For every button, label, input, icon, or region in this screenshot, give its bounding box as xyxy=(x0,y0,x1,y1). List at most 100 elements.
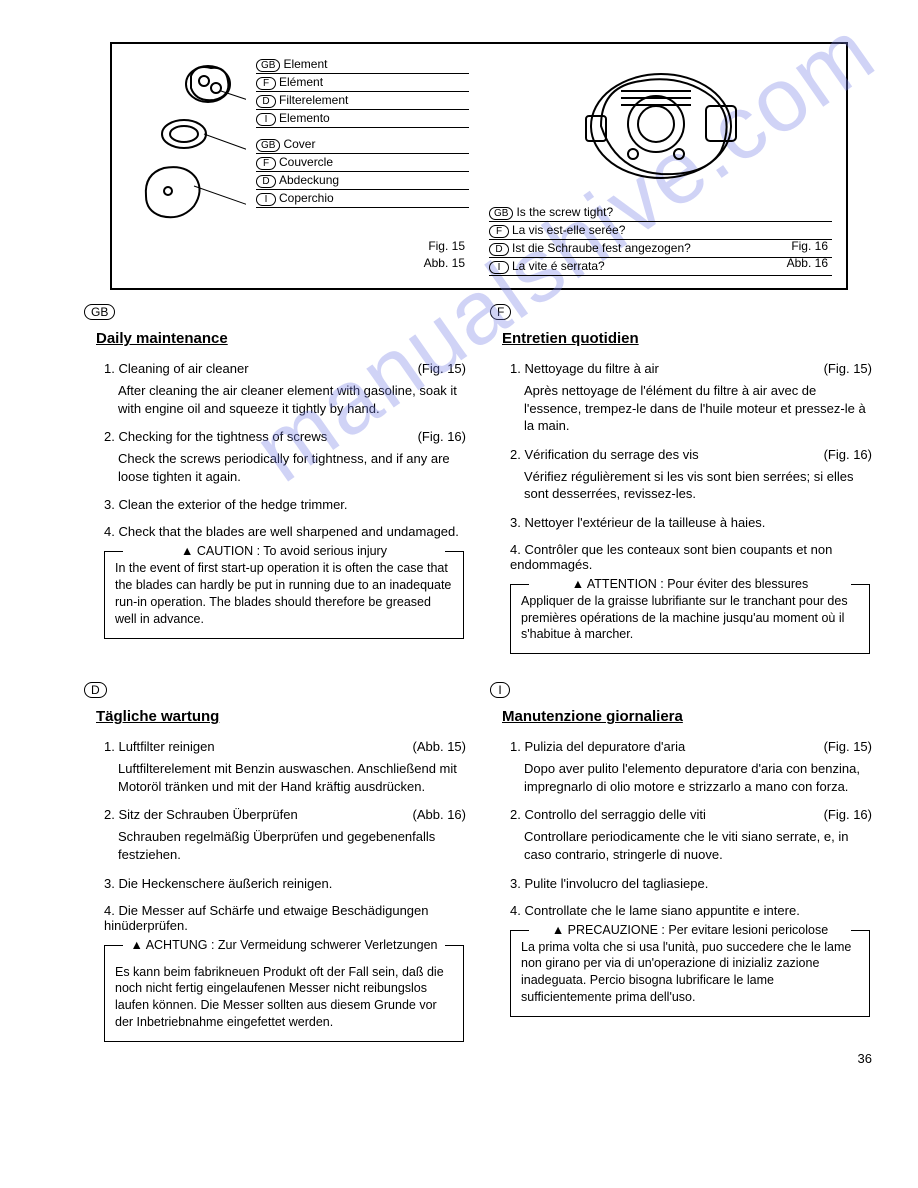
warning-icon: ▲ xyxy=(181,543,193,560)
f-title: Entretien quotidien xyxy=(502,330,866,347)
caution-body: La prima volta che si usa l'unità, puo s… xyxy=(521,940,851,1005)
label-text: Ist die Schraube fest angezogen? xyxy=(512,241,691,255)
gb-list: 1. Cleaning of air cleaner (Fig. 15) After… xyxy=(90,361,466,539)
fig-ref-line: Abb. 16 xyxy=(787,256,828,270)
item-ref: (Fig. 15) xyxy=(824,739,872,754)
list-item: 2. Vérification du serrage des vis(Fig. … xyxy=(510,447,872,503)
f-badge: F xyxy=(490,304,872,320)
label-row: GBCover xyxy=(256,136,469,154)
item-desc: Vérifiez régulièrement si les vis sont b… xyxy=(510,468,872,503)
label-row: IElemento xyxy=(256,110,469,128)
label-text: La vite é serrata? xyxy=(512,259,605,273)
warning-icon: ▲ xyxy=(131,937,143,954)
i-column: I Manutenzione giornaliera 1. Pulizia de… xyxy=(496,682,878,1060)
item-ref: (Abb. 15) xyxy=(413,739,466,754)
label-row: DIst die Schraube fest angezogen? xyxy=(489,240,832,258)
item-ref: (Fig. 15) xyxy=(418,361,466,376)
fig-ref-line: Abb. 15 xyxy=(424,256,465,270)
list-item: 2. Checking for the tightness of screws(… xyxy=(104,429,466,485)
caution-body: Es kann beim fabrikneuen Produkt oft der… xyxy=(115,965,444,1030)
item-desc: Luftfilterelement mit Benzin auswaschen.… xyxy=(104,760,466,795)
gb-badge: GB xyxy=(84,304,466,320)
label-row: FElément xyxy=(256,74,469,92)
label-text: La vis est-elle serée? xyxy=(512,223,625,237)
lang-oval-d: D xyxy=(489,243,509,256)
gb-title: Daily maintenance xyxy=(96,330,460,347)
label-text: Elemento xyxy=(279,111,330,125)
item-head: 1. Pulizia del depuratore d'aria xyxy=(510,739,816,754)
lang-oval-f: F xyxy=(256,157,276,170)
list-item: 3. Nettoyer l'extérieur de la tailleuse … xyxy=(510,515,872,530)
label-text: Couvercle xyxy=(279,155,333,169)
item-head: 2. Checking for the tightness of screws xyxy=(104,429,410,444)
i-caution: ▲ PRECAUZIONE : Per evitare lesioni peri… xyxy=(510,930,870,1018)
engine-illustration xyxy=(561,56,761,196)
figure-box: GBElement FElément DFilterelement IEleme… xyxy=(110,42,848,290)
list-item: 1. Pulizia del depuratore d'aria (Fig. 15… xyxy=(510,739,872,795)
lang-oval-gb: GB xyxy=(256,139,280,152)
lang-oval-i: I xyxy=(489,261,509,274)
label-text: Element xyxy=(283,57,327,71)
page-number: 36 xyxy=(858,1051,872,1066)
screw-question-labels: GBIs the screw tight? FLa vis est-elle s… xyxy=(489,204,832,276)
label-row: DFilterelement xyxy=(256,92,469,110)
lang-oval-i: I xyxy=(256,113,276,126)
item-head: 4. Controllate che le lame siano appunti… xyxy=(510,903,872,918)
label-row: DAbdeckung xyxy=(256,172,469,190)
fig-ref-line: Fig. 16 xyxy=(791,239,828,253)
item-ref: (Fig. 15) xyxy=(824,361,872,376)
lang-oval-f: F xyxy=(256,77,276,90)
caution-title: ▲ ATTENTION : Pour éviter des blessures xyxy=(529,576,851,593)
item-ref: (Fig. 16) xyxy=(824,447,872,462)
item-ref: (Abb. 16) xyxy=(413,807,466,822)
lang-oval-gb: GB xyxy=(256,59,280,72)
list-item: 1. Cleaning of air cleaner (Fig. 15) After… xyxy=(104,361,466,417)
warning-icon: ▲ xyxy=(572,576,584,593)
caution-body: Appliquer de la graisse lubrifiante sur … xyxy=(521,594,848,642)
list-item: 1. Nettoyage du filtre à air(Fig. 15)Apr… xyxy=(510,361,872,435)
label-row: FCouvercle xyxy=(256,154,469,172)
label-row: ILa vite é serrata? xyxy=(489,258,832,276)
item-desc: Schrauben regelmäßig Überprüfen und gege… xyxy=(104,828,466,863)
fig15-reference: Fig. 15 Abb. 15 xyxy=(424,238,465,272)
list-item: 3. Clean the exterior of the hedge trimm… xyxy=(104,497,466,512)
lang-oval-f: F xyxy=(489,225,509,238)
lang-oval-d: D xyxy=(84,682,107,698)
item-head: 3. Clean the exterior of the hedge trimm… xyxy=(104,497,466,512)
lang-oval-i: I xyxy=(490,682,510,698)
list-item: 3. Pulite l'involucro del tagliasiepe. xyxy=(510,876,872,891)
item-desc: Dopo aver pulito l'elemento depuratore d… xyxy=(510,760,872,795)
list-item: 2. Sitz der Schrauben Überprüfen(Abb. 16… xyxy=(104,807,466,863)
item-head: 3. Pulite l'involucro del tagliasiepe. xyxy=(510,876,872,891)
label-text: Filterelement xyxy=(279,93,348,107)
item-desc: After cleaning the air cleaner element w… xyxy=(104,382,466,417)
label-text: Elément xyxy=(279,75,323,89)
item-head: 3. Nettoyer l'extérieur de la tailleuse … xyxy=(510,515,872,530)
f-column: F Entretien quotidien 1. Nettoyage du fi… xyxy=(496,304,878,672)
list-item: 4. Die Messer auf Schärfe und etwaige Be… xyxy=(104,903,466,933)
d-column: D Tägliche wartung 1. Luftfilter reinige… xyxy=(90,682,472,1060)
lang-oval-d: D xyxy=(256,175,276,188)
item-head: 1. Cleaning of air cleaner xyxy=(104,361,410,376)
item-desc: Controllare periodicamente che le viti s… xyxy=(510,828,872,863)
list-item: 4. Contrôler que les conteaux sont bien … xyxy=(510,542,872,572)
element-labels: GBElement FElément DFilterelement IEleme… xyxy=(256,56,469,128)
item-head: 3. Die Heckenschere äußerich reinigen. xyxy=(104,876,466,891)
d-list: 1. Luftfilter reinigen(Abb. 15)Luftfilte… xyxy=(90,739,466,932)
f-list: 1. Nettoyage du filtre à air(Fig. 15)Apr… xyxy=(496,361,872,572)
fig-ref-line: Fig. 15 xyxy=(428,239,465,253)
label-text: Cover xyxy=(283,137,315,151)
caution-title: ▲ CAUTION : To avoid serious injury xyxy=(123,543,445,560)
gb-column: GB Daily maintenance 1. Cleaning of air … xyxy=(90,304,472,672)
d-caution: ▲ ACHTUNG : Zur Vermeidung schwerer Verl… xyxy=(104,945,464,1043)
d-title: Tägliche wartung xyxy=(96,708,460,725)
lang-oval-f: F xyxy=(490,304,511,320)
list-item: 4. Check that the blades are well sharpe… xyxy=(104,524,466,539)
f-caution: ▲ ATTENTION : Pour éviter des blessures … xyxy=(510,584,870,655)
figure-15-cell: GBElement FElément DFilterelement IEleme… xyxy=(126,56,469,276)
caution-title: ▲ ACHTUNG : Zur Vermeidung schwerer Verl… xyxy=(123,937,445,954)
caution-title: ▲ PRECAUZIONE : Per evitare lesioni peri… xyxy=(529,922,851,939)
i-list: 1. Pulizia del depuratore d'aria (Fig. 15… xyxy=(496,739,872,917)
label-row: GBIs the screw tight? xyxy=(489,204,832,222)
item-head: 4. Contrôler que les conteaux sont bien … xyxy=(510,542,872,572)
